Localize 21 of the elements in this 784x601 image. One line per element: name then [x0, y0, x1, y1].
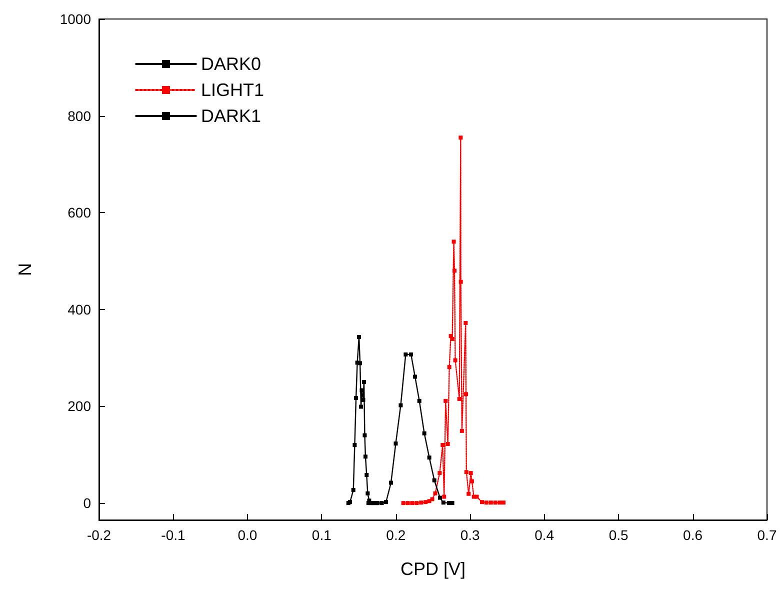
y-tick-label: 0: [83, 495, 92, 512]
x-tick-label: 0.6: [683, 527, 703, 543]
x-tick-label: 0.1: [312, 527, 332, 543]
y-tick-label: 600: [68, 204, 92, 221]
x-tick-label: 0.3: [460, 527, 480, 543]
x-axis-title: CPD [V]: [400, 559, 466, 579]
legend-label: DARK0: [201, 54, 262, 74]
y-axis-title: N: [15, 263, 35, 276]
x-tick-label: -0.1: [161, 527, 186, 543]
legend-label: DARK1: [201, 106, 262, 126]
y-tick-label: 200: [68, 398, 92, 414]
x-tick-label: 0.2: [386, 527, 406, 543]
x-tick-label: 0.4: [534, 527, 554, 543]
legend-label: LIGHT1: [201, 80, 264, 100]
x-tick-label: 0.7: [757, 527, 777, 543]
x-tick-label: -0.2: [86, 527, 112, 543]
y-tick-label: 1000: [60, 11, 92, 27]
x-tick-label: 0.0: [238, 527, 258, 543]
y-tick-label: 400: [68, 301, 92, 318]
x-tick-label: 0.5: [608, 527, 628, 543]
y-tick-label: 800: [68, 108, 92, 124]
